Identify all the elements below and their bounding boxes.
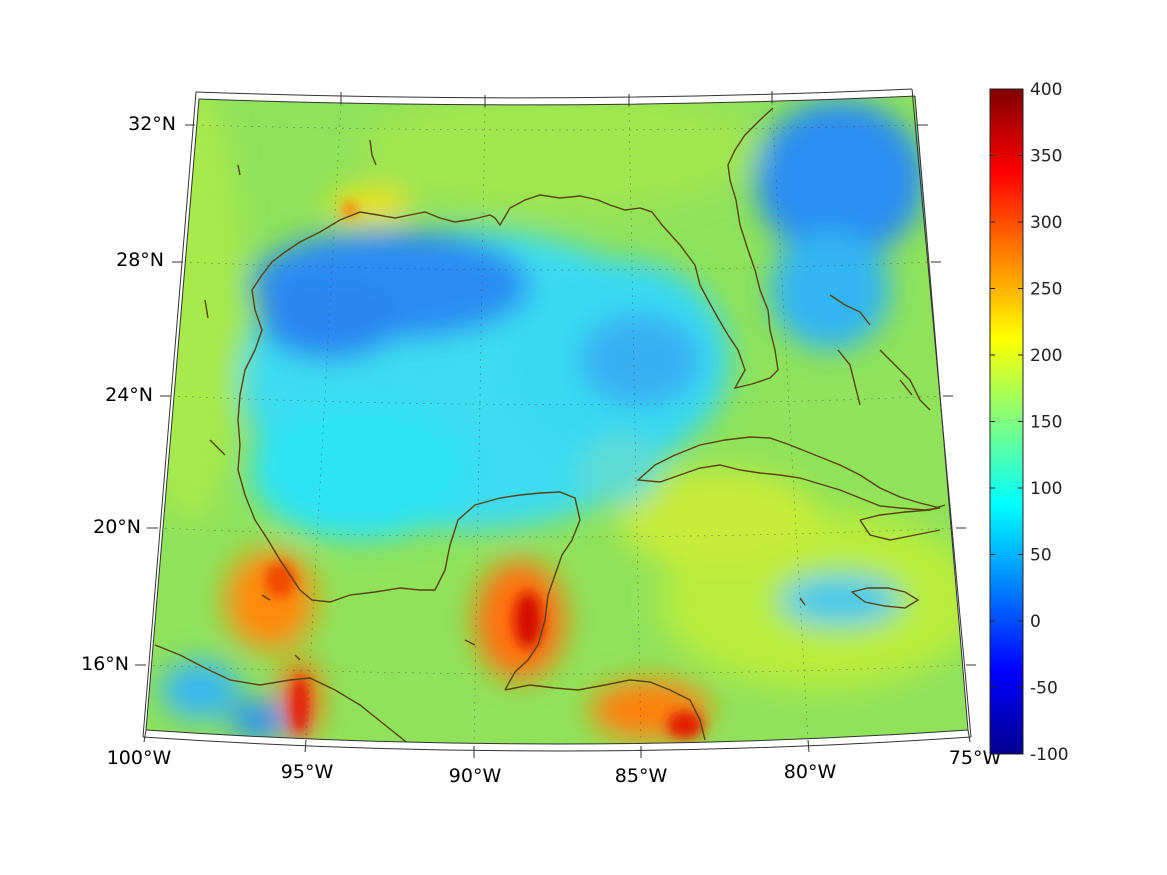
lon-label-90w: 90°W	[449, 765, 502, 787]
lat-label-32n: 32°N	[128, 113, 176, 135]
colorbar-label: 350	[1030, 147, 1062, 167]
heat-field	[146, 96, 968, 744]
colorbar-label: 50	[1030, 546, 1052, 566]
colorbar-label: 150	[1030, 413, 1062, 433]
colorbar: 400 350 300 250 200 150 100 50 0 -50 -100	[989, 80, 1069, 765]
colorbar-gradient	[989, 88, 1024, 755]
lon-label-100w: 100°W	[107, 747, 172, 769]
colorbar-label: 0	[1030, 612, 1041, 632]
lat-label-16n: 16°N	[81, 653, 129, 675]
lat-label-28n: 28°N	[116, 249, 164, 271]
lon-label-75w: 75°W	[949, 747, 1002, 769]
colorbar-label: -50	[1030, 679, 1058, 699]
frame-ticks	[135, 91, 976, 758]
lat-label-24n: 24°N	[105, 384, 153, 406]
colorbar-label: 400	[1030, 80, 1062, 100]
lat-label-20n: 20°N	[93, 516, 141, 538]
colorbar-label: 100	[1030, 479, 1062, 499]
lon-label-80w: 80°W	[784, 761, 837, 783]
colorbar-label: 250	[1030, 280, 1062, 300]
colorbar-label: 300	[1030, 213, 1062, 233]
lat-labels: 32°N 28°N 24°N 20°N 16°N	[81, 113, 176, 675]
map-frame	[142, 88, 972, 752]
colorbar-label: 200	[1030, 346, 1062, 366]
lon-labels: 100°W 95°W 90°W 85°W 80°W 75°W	[107, 747, 1002, 787]
coastline	[154, 107, 946, 744]
lon-label-85w: 85°W	[615, 765, 668, 787]
lon-label-95w: 95°W	[281, 761, 334, 783]
colorbar-label: -100	[1030, 745, 1069, 765]
